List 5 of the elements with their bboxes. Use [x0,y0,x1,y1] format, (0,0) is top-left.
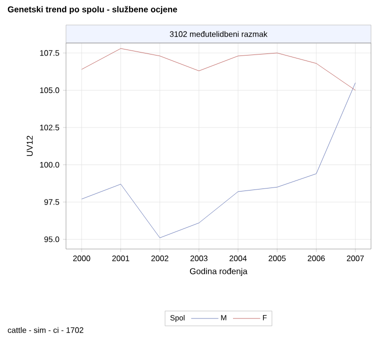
line-series [81,48,356,90]
chart-title: Genetski trend po spolu - službene ocjene [8,6,178,14]
x-axis-title: Godina rođenja [190,268,248,276]
y-axis-title: UV12 [26,136,33,156]
line-series [81,82,356,238]
